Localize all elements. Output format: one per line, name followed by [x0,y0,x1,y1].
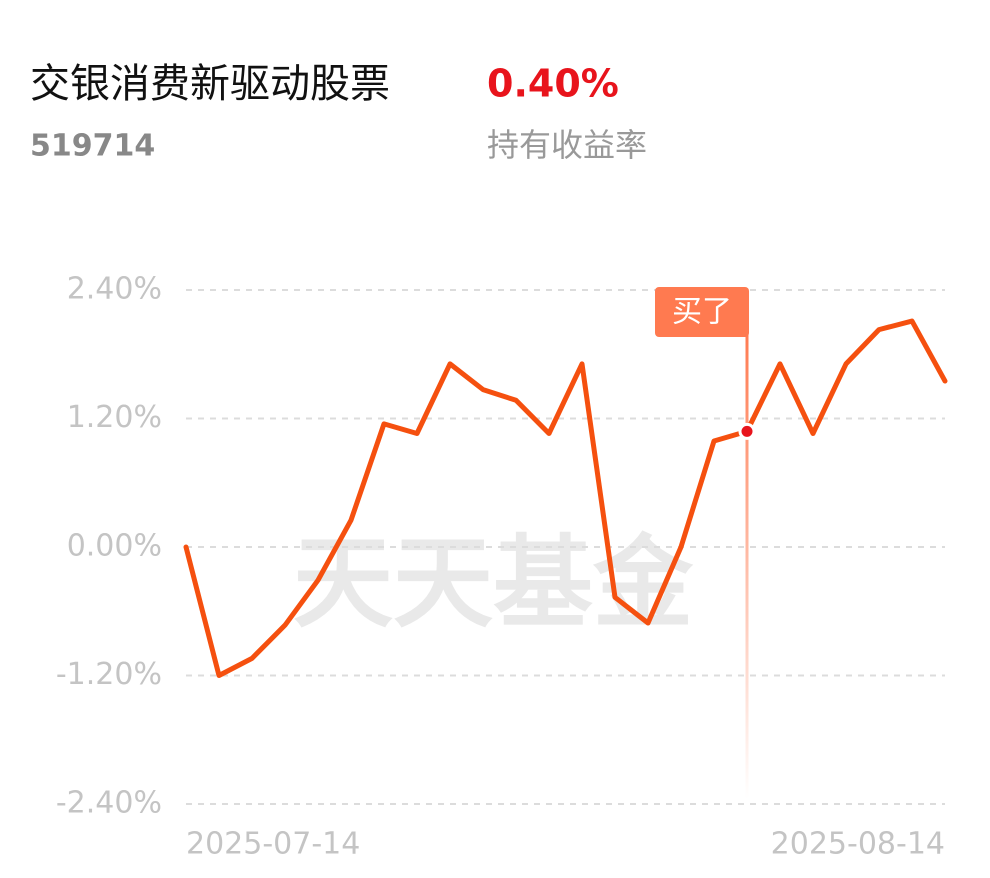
buy-marker-box [655,287,749,337]
watermark: 天天基金 [293,524,694,641]
buy-marker-label: 买了 [672,295,732,330]
y-tick-label: 0.00% [67,529,162,564]
return-value: 0.40% [487,62,619,106]
fund-code: 519714 [30,129,155,164]
y-tick-label: 2.40% [67,272,162,307]
buy-marker-line [745,330,749,799]
chart: 天天基金 2.40% 1.20% 0.00% -1.20% -2.40% 2025-07-1… [56,272,948,862]
x-tick-label: 2025-07-14 [186,827,360,862]
x-tick-label: 2025-08-14 [771,827,945,862]
buy-point [738,422,756,440]
line-series [183,318,948,678]
y-tick-label: -2.40% [56,786,162,821]
y-tick-label: 1.20% [67,400,162,435]
return-label: 持有收益率 [487,126,647,164]
y-tick-label: -1.20% [56,657,162,692]
fund-name: 交银消费新驱动股票 [30,61,390,107]
